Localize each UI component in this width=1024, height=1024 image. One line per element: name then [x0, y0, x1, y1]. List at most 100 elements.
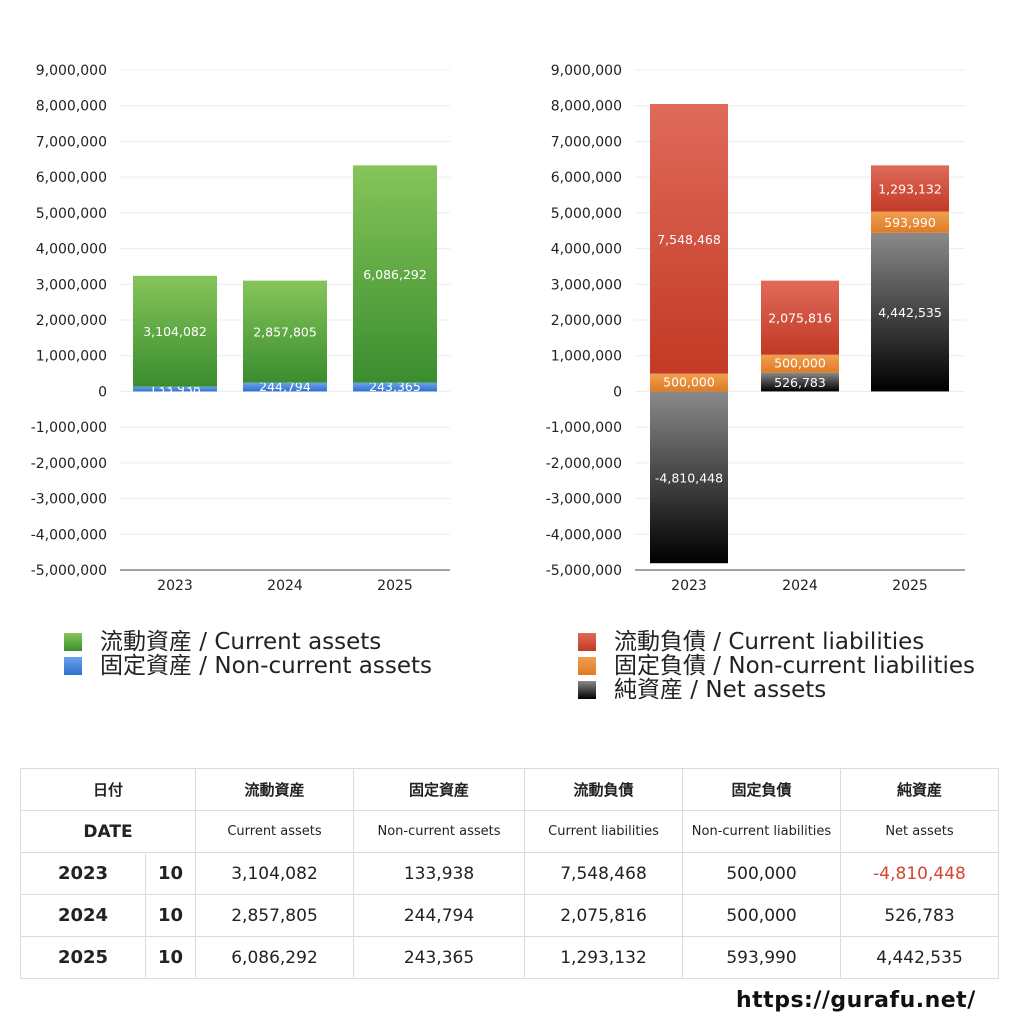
- bar-segment: [133, 386, 217, 392]
- bar-segment: [761, 354, 839, 373]
- bar-segment: [871, 211, 949, 233]
- legend-swatch: [578, 657, 596, 675]
- y-tick-label: 3,000,000: [36, 277, 107, 293]
- header-current-liabilities-en: Current liabilities: [524, 810, 683, 853]
- y-tick-label: -1,000,000: [546, 420, 622, 436]
- data-label: 1,293,132: [878, 181, 942, 196]
- cell-non-current-liabilities: 593,990: [682, 936, 841, 979]
- legend-item-current-assets: 流動資産 / Current assets: [64, 630, 432, 654]
- data-label: 526,783: [774, 375, 826, 390]
- row-year: 2024: [20, 894, 146, 937]
- cell-net-assets: -4,810,448: [840, 852, 999, 895]
- cell-non-current-liabilities: 500,000: [682, 894, 841, 937]
- legend-item-non-current-liabilities: 固定負債 / Non-current liabilities: [578, 654, 975, 678]
- bar-segment: [871, 165, 949, 212]
- bar-segment: [871, 232, 949, 392]
- header-date-jp: 日付: [20, 768, 196, 811]
- cell-non-current-assets: 133,938: [353, 852, 525, 895]
- liabilities-netassets-bar-chart: -5,000,000 -4,000,000 -3,000,000 -2,000,000…: [546, 63, 965, 594]
- cell-current-assets: 2,857,805: [195, 894, 354, 937]
- legend-label: 流動負債 / Current liabilities: [614, 629, 925, 655]
- bar-segment: [243, 280, 327, 383]
- y-tick-label: 5,000,000: [551, 206, 622, 222]
- row-year: 2023: [20, 852, 146, 895]
- bar-segment: [650, 391, 728, 564]
- data-label: 244,794: [259, 379, 311, 394]
- cell-non-current-assets: 243,365: [353, 936, 525, 979]
- y-tick-label: 6,000,000: [36, 170, 107, 186]
- bar-segment: [650, 103, 728, 374]
- x-tick-label: 2024: [267, 578, 303, 594]
- y-tick-label: 3,000,000: [551, 277, 622, 293]
- y-tick-label: 1,000,000: [551, 349, 622, 365]
- row-year: 2025: [20, 936, 146, 979]
- y-tick-label: 5,000,000: [36, 206, 107, 222]
- data-label: 500,000: [663, 375, 715, 390]
- data-label: 500,000: [774, 356, 826, 371]
- footer-url[interactable]: https://gurafu.net/: [736, 988, 976, 1013]
- y-tick-label: -5,000,000: [31, 563, 107, 579]
- legend-item-current-liabilities: 流動負債 / Current liabilities: [578, 630, 975, 654]
- bar-segment: [133, 275, 217, 387]
- legend-item-non-current-assets: 固定資産 / Non-current assets: [64, 654, 432, 678]
- y-tick-label: 0: [98, 384, 107, 400]
- header-net-assets-jp: 純資産: [840, 768, 999, 811]
- cell-current-assets: 6,086,292: [195, 936, 354, 979]
- y-tick-label: 6,000,000: [551, 170, 622, 186]
- data-label: 243,365: [369, 379, 421, 394]
- x-tick-label: 2023: [671, 578, 707, 594]
- y-tick-label: 1,000,000: [36, 349, 107, 365]
- y-tick-label: -3,000,000: [31, 492, 107, 508]
- data-table: 日付 流動資産 固定資産 流動負債 固定負債 純資産 DATE Current …: [20, 768, 999, 979]
- x-tick-label: 2025: [892, 578, 928, 594]
- y-tick-label: 0: [613, 384, 622, 400]
- row-month: 10: [145, 936, 196, 979]
- cell-non-current-assets: 244,794: [353, 894, 525, 937]
- table-row: 2024 10 2,857,805 244,794 2,075,816 500,…: [20, 894, 999, 937]
- y-tick-label: 8,000,000: [551, 99, 622, 115]
- data-label: 7,548,468: [657, 232, 721, 247]
- header-non-current-liabilities-en: Non-current liabilities: [682, 810, 841, 853]
- bar-segment: [761, 372, 839, 392]
- legend-swatch: [578, 681, 596, 699]
- cell-net-assets: 526,783: [840, 894, 999, 937]
- header-current-liabilities-jp: 流動負債: [524, 768, 683, 811]
- header-current-assets-en: Current assets: [195, 810, 354, 853]
- x-tick-label: 2024: [782, 578, 818, 594]
- legend-label: 流動資産 / Current assets: [100, 629, 382, 655]
- data-label: 3,104,082: [143, 324, 207, 339]
- cell-current-assets: 3,104,082: [195, 852, 354, 895]
- legend-swatch: [578, 633, 596, 651]
- legend-label: 固定資産 / Non-current assets: [100, 653, 433, 679]
- cell-non-current-liabilities: 500,000: [682, 852, 841, 895]
- data-label: 2,075,816: [768, 311, 832, 326]
- header-non-current-liabilities-jp: 固定負債: [682, 768, 841, 811]
- header-date-en: DATE: [20, 810, 196, 853]
- row-month: 10: [145, 852, 196, 895]
- legend-right: 流動負債 / Current liabilities 固定負債 / Non-cu…: [578, 630, 975, 702]
- data-label: 4,442,535: [878, 305, 942, 320]
- legend-label: 純資産 / Net assets: [614, 677, 827, 703]
- table-row: 2025 10 6,086,292 243,365 1,293,132 593,…: [20, 936, 999, 979]
- y-tick-label: 2,000,000: [36, 313, 107, 329]
- header-net-assets-en: Net assets: [840, 810, 999, 853]
- x-tick-label: 2025: [377, 578, 413, 594]
- data-label: 2,857,805: [253, 325, 317, 340]
- cell-current-liabilities: 7,548,468: [524, 852, 683, 895]
- legend-left: 流動資産 / Current assets 固定資産 / Non-current…: [64, 630, 432, 678]
- row-month: 10: [145, 894, 196, 937]
- header-current-assets-jp: 流動資産: [195, 768, 354, 811]
- legend-label: 固定負債 / Non-current liabilities: [614, 653, 975, 679]
- x-tick-label: 2023: [157, 578, 193, 594]
- y-tick-label: -2,000,000: [546, 456, 622, 472]
- data-label: 6,086,292: [363, 267, 427, 282]
- header-non-current-assets-jp: 固定資産: [353, 768, 525, 811]
- y-tick-label: 7,000,000: [36, 134, 107, 150]
- bar-segment: [353, 165, 437, 383]
- y-tick-label: -3,000,000: [546, 492, 622, 508]
- bar-segment: [650, 373, 728, 392]
- y-tick-label: -4,000,000: [546, 527, 622, 543]
- legend-swatch: [64, 633, 82, 651]
- y-tick-label: -2,000,000: [31, 456, 107, 472]
- cell-net-assets: 4,442,535: [840, 936, 999, 979]
